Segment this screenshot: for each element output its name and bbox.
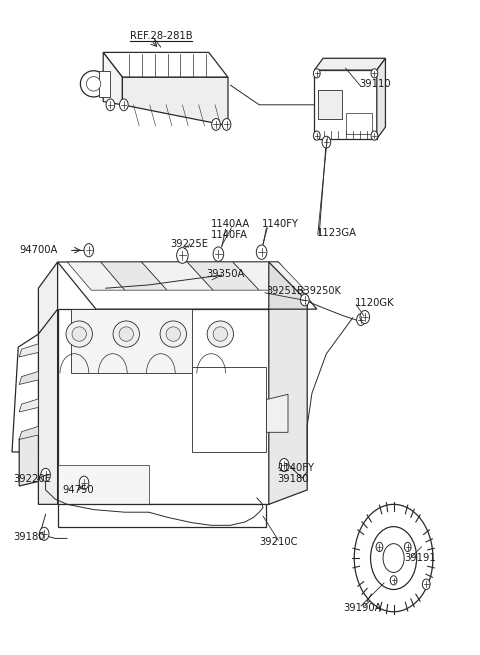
Polygon shape: [19, 432, 38, 486]
Text: 39225E: 39225E: [170, 238, 208, 249]
Circle shape: [79, 476, 89, 489]
Ellipse shape: [86, 77, 101, 91]
FancyBboxPatch shape: [192, 367, 266, 452]
Ellipse shape: [113, 321, 139, 347]
Polygon shape: [269, 262, 307, 309]
Circle shape: [256, 245, 267, 259]
Circle shape: [376, 542, 383, 552]
Circle shape: [360, 310, 370, 324]
Polygon shape: [19, 399, 38, 412]
Text: 39180: 39180: [13, 532, 45, 542]
Text: 39191: 39191: [404, 553, 436, 563]
Polygon shape: [142, 262, 213, 290]
Text: 39190A: 39190A: [343, 603, 382, 613]
Circle shape: [390, 576, 397, 585]
Text: 1123GA: 1123GA: [317, 227, 357, 238]
Text: 39350A: 39350A: [206, 269, 245, 279]
Circle shape: [422, 579, 430, 590]
Polygon shape: [187, 262, 259, 290]
Polygon shape: [38, 309, 58, 504]
Circle shape: [371, 69, 378, 78]
FancyBboxPatch shape: [58, 465, 149, 504]
Text: 1140FY: 1140FY: [262, 219, 299, 229]
Circle shape: [300, 294, 309, 306]
Circle shape: [322, 136, 331, 148]
Circle shape: [212, 119, 220, 130]
Circle shape: [371, 527, 417, 590]
FancyBboxPatch shape: [318, 90, 342, 119]
Circle shape: [120, 99, 128, 111]
Text: 39220E: 39220E: [13, 474, 51, 485]
Circle shape: [404, 542, 411, 552]
Polygon shape: [314, 58, 385, 70]
Polygon shape: [71, 309, 192, 373]
Circle shape: [106, 99, 115, 111]
Polygon shape: [58, 262, 317, 309]
Polygon shape: [58, 309, 269, 504]
FancyBboxPatch shape: [99, 71, 110, 97]
Polygon shape: [101, 262, 167, 290]
Circle shape: [177, 248, 188, 263]
Polygon shape: [377, 58, 385, 139]
Circle shape: [222, 119, 231, 130]
Text: 1140AA: 1140AA: [211, 219, 251, 229]
Text: 39110: 39110: [359, 79, 391, 89]
Circle shape: [41, 468, 50, 481]
Polygon shape: [12, 334, 38, 452]
Polygon shape: [314, 70, 377, 139]
Circle shape: [313, 131, 320, 140]
Polygon shape: [269, 301, 307, 504]
Polygon shape: [58, 504, 266, 527]
Ellipse shape: [160, 321, 186, 347]
Polygon shape: [67, 262, 125, 290]
Polygon shape: [38, 262, 58, 334]
Ellipse shape: [119, 327, 133, 341]
Polygon shape: [19, 426, 38, 440]
Circle shape: [371, 131, 378, 140]
Text: 94700A: 94700A: [19, 245, 58, 255]
Text: 39251B39250K: 39251B39250K: [266, 286, 341, 296]
Ellipse shape: [213, 327, 228, 341]
Text: 1140FA: 1140FA: [211, 230, 248, 240]
Circle shape: [383, 544, 404, 572]
Ellipse shape: [81, 71, 107, 97]
Polygon shape: [19, 371, 38, 384]
Ellipse shape: [72, 327, 86, 341]
FancyBboxPatch shape: [346, 113, 372, 134]
Circle shape: [39, 527, 49, 540]
Circle shape: [357, 314, 365, 326]
Polygon shape: [19, 344, 38, 357]
Ellipse shape: [66, 321, 92, 347]
Circle shape: [279, 458, 289, 472]
Circle shape: [213, 247, 224, 261]
Ellipse shape: [166, 327, 180, 341]
Circle shape: [84, 244, 94, 257]
Polygon shape: [266, 394, 288, 432]
Text: 1120GK: 1120GK: [355, 297, 395, 308]
Circle shape: [354, 504, 433, 612]
Circle shape: [313, 69, 320, 78]
Text: 39210C: 39210C: [259, 536, 298, 547]
Text: 94750: 94750: [62, 485, 94, 495]
Polygon shape: [233, 262, 305, 290]
Polygon shape: [103, 52, 122, 105]
Polygon shape: [122, 77, 228, 126]
Polygon shape: [103, 52, 228, 77]
Text: 1140FY: 1140FY: [277, 463, 314, 474]
Ellipse shape: [207, 321, 234, 347]
Text: REF.28-281B: REF.28-281B: [130, 31, 192, 41]
Text: 39180: 39180: [277, 474, 309, 485]
